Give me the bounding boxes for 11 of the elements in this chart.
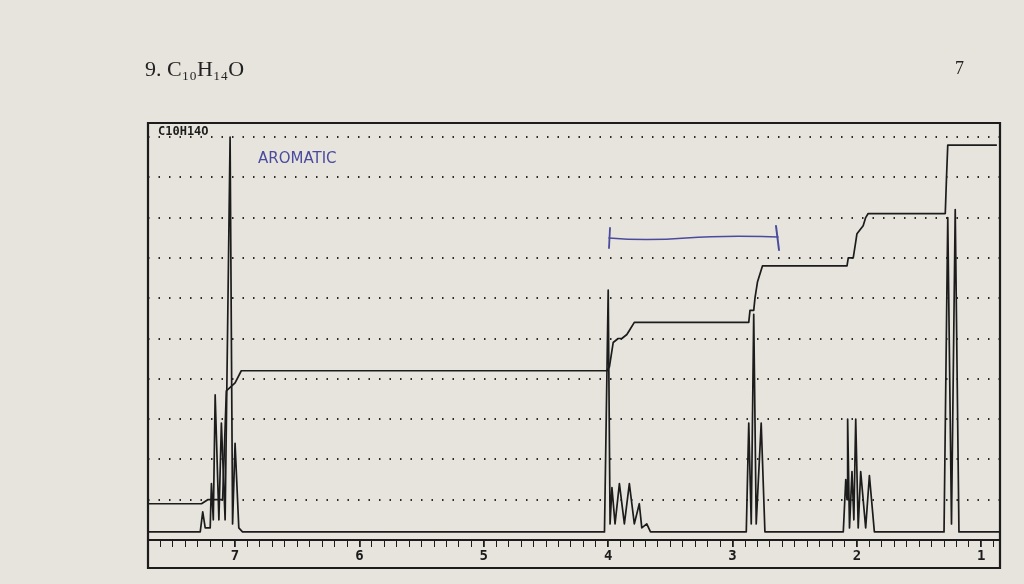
x-tick-label: 5	[479, 547, 489, 564]
annotation: C10H14O	[158, 124, 209, 138]
x-tick-label: 6	[355, 547, 364, 564]
x-tick-label: 3	[728, 547, 737, 564]
text: 7	[955, 58, 964, 79]
chart-title: 9. C₁₀H₁₄O	[145, 56, 245, 82]
x-tick-label: 1	[977, 547, 986, 564]
x-tick-label: 7	[230, 547, 240, 564]
x-tick-label: 4	[603, 547, 613, 564]
annotation: AROMATIC	[258, 148, 337, 167]
x-tick-label: 2	[852, 547, 862, 564]
